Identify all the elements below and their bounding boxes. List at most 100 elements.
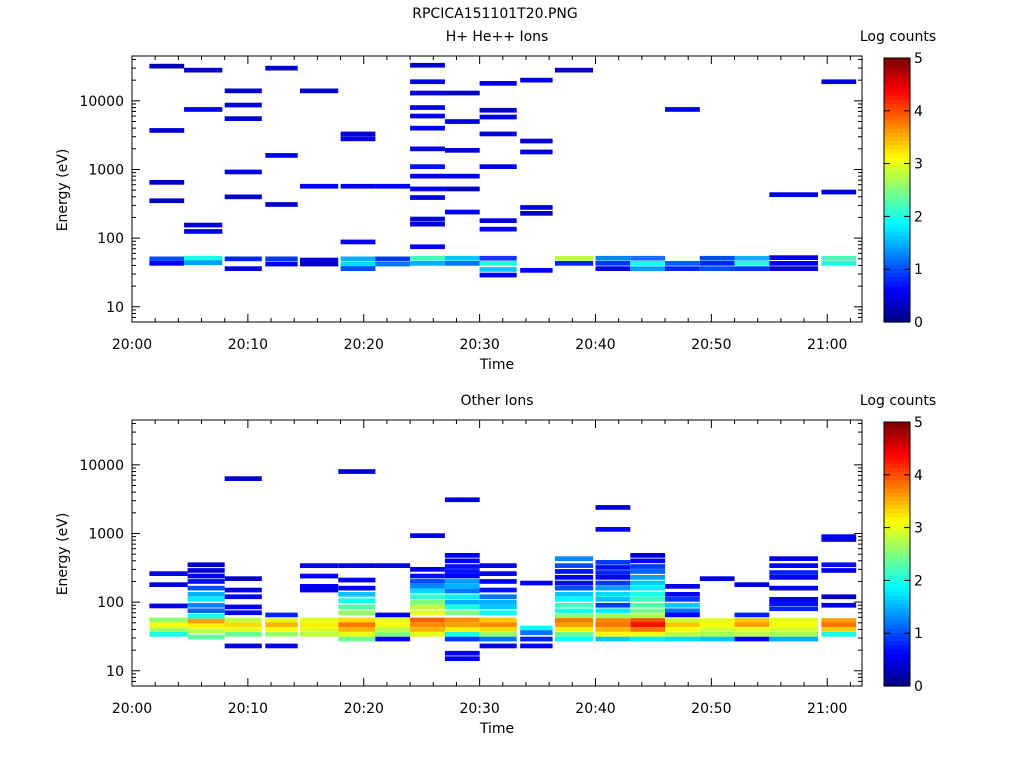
- y-tick-label: 10: [106, 664, 124, 680]
- heatmap-cell: [479, 627, 517, 632]
- colorbar-strip: [884, 181, 910, 187]
- heatmap-cell: [769, 617, 818, 623]
- colorbar-strip: [884, 132, 910, 137]
- heatmap-cell: [444, 573, 480, 579]
- heatmap-cell: [479, 226, 517, 232]
- heatmap-cell: [595, 602, 631, 608]
- heatmap-cell: [479, 218, 517, 223]
- colorbar-strip: [884, 558, 910, 563]
- heatmap-cell: [375, 612, 411, 618]
- heatmap-cell: [375, 617, 411, 623]
- y-tick-label: 100: [97, 231, 124, 247]
- heatmap-cell: [630, 266, 666, 271]
- heatmap-cell: [224, 594, 262, 600]
- heatmap-cell: [410, 113, 445, 119]
- heatmap-cell: [595, 614, 631, 619]
- heatmap-cell: [595, 570, 631, 575]
- heatmap-cell: [769, 570, 818, 575]
- heatmap-cell: [187, 608, 225, 614]
- heatmap-cell: [338, 604, 376, 610]
- heatmap-cell: [665, 618, 700, 623]
- colorbar-strip: [884, 124, 910, 129]
- heatmap-cell: [184, 229, 223, 234]
- heatmap-cell: [769, 627, 818, 632]
- colorbar-strip: [884, 628, 910, 633]
- heatmap-cell: [265, 632, 298, 637]
- heatmap-cell: [554, 575, 594, 580]
- heatmap-cell: [554, 627, 594, 632]
- heatmap-cell: [338, 622, 376, 627]
- heatmap-cell: [630, 592, 666, 597]
- heatmap-cell: [821, 622, 857, 627]
- colorbar-strip: [884, 620, 910, 625]
- x-tick-label: 20:30: [459, 337, 499, 353]
- heatmap-cell: [340, 183, 376, 189]
- heatmap-cell: [479, 255, 517, 261]
- colorbar-strip: [884, 455, 910, 460]
- x-tick-label: 20:10: [228, 337, 268, 353]
- heatmap-cell: [187, 585, 225, 591]
- heatmap-cell: [187, 579, 225, 584]
- heatmap-cell: [595, 632, 631, 637]
- heatmap-cell: [410, 221, 445, 227]
- heatmap-cell: [479, 131, 517, 137]
- colorbar-strip: [884, 603, 910, 609]
- colorbar-strip: [884, 644, 910, 650]
- colorbar-strip: [884, 467, 910, 473]
- colorbar-strip: [884, 317, 910, 323]
- colorbar-strip: [884, 218, 910, 224]
- heatmap-cell: [224, 576, 262, 581]
- heatmap-cell: [224, 604, 262, 610]
- heatmap-cell: [479, 594, 517, 600]
- heatmap-cell: [554, 255, 594, 261]
- heatmap-cell: [595, 622, 631, 627]
- heatmap-cell: [769, 261, 818, 266]
- colorbar-strip: [884, 665, 910, 671]
- heatmap-cell: [410, 632, 445, 637]
- colorbar-tick-label: 1: [914, 626, 923, 642]
- heatmap-cell: [821, 255, 857, 261]
- colorbar-strip: [884, 301, 910, 307]
- colorbar-strip: [884, 107, 910, 113]
- heatmap-cell: [520, 643, 553, 649]
- heatmap-cell: [479, 599, 517, 605]
- heatmap-cell: [630, 636, 666, 642]
- colorbar-strip: [884, 479, 910, 485]
- heatmap-cell: [149, 256, 185, 262]
- heatmap-cell: [630, 618, 666, 623]
- heatmap-cell: [520, 580, 553, 586]
- heatmap-cell: [410, 244, 445, 250]
- colorbar-frame: [883, 421, 911, 687]
- colorbar-strip: [884, 611, 910, 617]
- colorbar-strip: [884, 62, 910, 67]
- heatmap-cell: [149, 582, 188, 587]
- heatmap-cell: [554, 569, 594, 574]
- colorbar-strip: [884, 86, 910, 92]
- heatmap-cell: [554, 608, 594, 614]
- x-tick-label: 20:30: [459, 701, 499, 717]
- heatmap-cell: [665, 608, 700, 614]
- plot-frame: [131, 55, 863, 323]
- colorbar-strip: [884, 442, 910, 448]
- heatmap-cell: [224, 169, 262, 175]
- colorbar-strip: [884, 251, 910, 257]
- heatmap-cell: [184, 107, 223, 112]
- heatmap-cell: [520, 138, 553, 144]
- colorbar-strip: [884, 587, 910, 592]
- heatmap-cell: [630, 580, 666, 586]
- heatmap-cell: [340, 136, 376, 142]
- heatmap-cell: [224, 266, 262, 271]
- colorbar-strip: [884, 235, 910, 241]
- colorbar-tick-label: 0: [914, 679, 923, 695]
- heatmap-cell: [410, 105, 445, 110]
- colorbar-strip: [884, 289, 910, 294]
- y-tick-label: 100: [97, 595, 124, 611]
- colorbar-strip: [884, 243, 910, 249]
- heatmap-cell: [187, 597, 225, 602]
- colorbar-strip: [884, 582, 910, 588]
- colorbar-strip: [884, 136, 910, 142]
- colorbar-strip: [884, 70, 910, 76]
- heatmap-cell: [444, 594, 480, 600]
- heatmap-cell: [444, 610, 480, 616]
